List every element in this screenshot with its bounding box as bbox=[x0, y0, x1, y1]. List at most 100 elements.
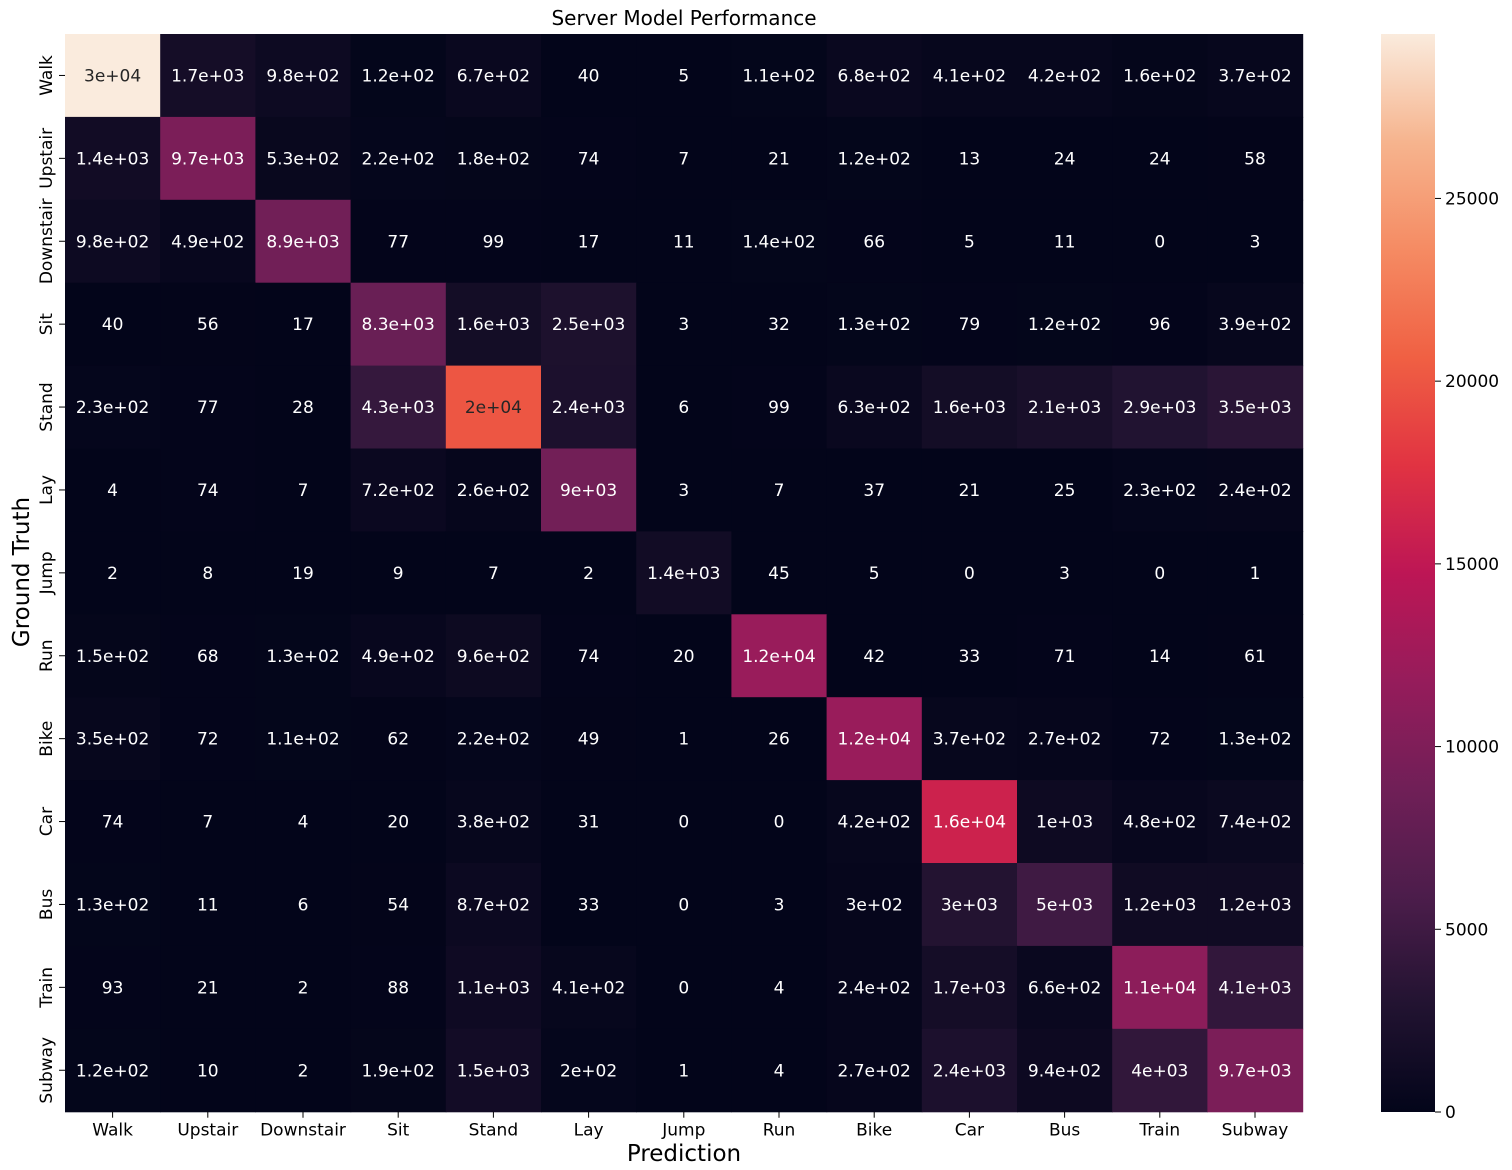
cell-value-label: 1.2e+04 bbox=[742, 647, 815, 667]
x-tick-label: Car bbox=[955, 1121, 984, 1141]
cell-value-label: 0 bbox=[964, 564, 975, 584]
heatmap-cell bbox=[1207, 531, 1304, 615]
heatmap-cell bbox=[541, 697, 637, 781]
heatmap-cell bbox=[1207, 945, 1304, 1030]
heatmap-cell bbox=[445, 697, 542, 781]
heatmap-cell bbox=[255, 116, 352, 201]
cell-value-label: 11 bbox=[673, 232, 695, 252]
cell-value-label: 2.4e+03 bbox=[933, 1061, 1006, 1081]
colorbar-tick-label: 25000 bbox=[1445, 189, 1499, 209]
heatmap-cell bbox=[731, 945, 828, 1030]
heatmap-cell bbox=[445, 116, 542, 201]
cell-value-label: 9 bbox=[393, 564, 404, 584]
cell-value-label: 2.7e+02 bbox=[1028, 730, 1101, 750]
heatmap-cell bbox=[65, 780, 161, 864]
heatmap-cell bbox=[65, 34, 161, 118]
heatmap-cell bbox=[731, 1028, 828, 1113]
heatmap-cell bbox=[636, 780, 732, 864]
cell-value-label: 1.6e+02 bbox=[1123, 66, 1196, 86]
cell-value-label: 1.2e+04 bbox=[838, 730, 911, 750]
heatmap-cell bbox=[65, 365, 161, 450]
x-tick-label: Run bbox=[763, 1121, 796, 1141]
cell-value-label: 7 bbox=[678, 149, 689, 169]
heatmap-cell bbox=[921, 365, 1018, 450]
heatmap-cell bbox=[160, 34, 256, 118]
heatmap-cell bbox=[1017, 614, 1113, 698]
heatmap-cell bbox=[1207, 614, 1304, 698]
cell-value-label: 56 bbox=[197, 315, 219, 335]
heatmap-cell bbox=[731, 365, 828, 450]
cell-value-label: 71 bbox=[1054, 647, 1076, 667]
cell-value-label: 19 bbox=[292, 564, 314, 584]
cell-value-label: 1.6e+04 bbox=[933, 813, 1006, 833]
cell-value-label: 0 bbox=[678, 813, 689, 833]
heatmap-cell-labels: 3e+04 1.7e+03 9.8e+02 1.2e+02 6.7e+02 40 5 1.1e… bbox=[76, 66, 1292, 1081]
cell-value-label: 24 bbox=[1149, 149, 1171, 169]
heatmap-cell bbox=[636, 34, 732, 118]
cell-value-label: 3.7e+02 bbox=[933, 730, 1006, 750]
cell-value-label: 2.4e+03 bbox=[552, 398, 625, 418]
heatmap-cell bbox=[826, 863, 923, 947]
heatmap-cell bbox=[826, 34, 923, 118]
cell-value-label: 1.3e+02 bbox=[1218, 730, 1291, 750]
cell-value-label: 4.2e+02 bbox=[838, 813, 911, 833]
cell-value-label: 40 bbox=[102, 315, 124, 335]
x-tick-label: Bike bbox=[856, 1121, 892, 1141]
cell-value-label: 3e+02 bbox=[846, 895, 903, 915]
heatmap-cell bbox=[541, 531, 637, 615]
cell-value-label: 8 bbox=[202, 564, 213, 584]
heatmap-cell bbox=[445, 365, 542, 450]
heatmap-cell bbox=[731, 697, 828, 781]
heatmap-cell bbox=[636, 365, 732, 450]
heatmap-cell bbox=[921, 614, 1018, 698]
heatmap-cell bbox=[921, 945, 1018, 1030]
cell-value-label: 25 bbox=[1054, 481, 1076, 501]
cell-value-label: 33 bbox=[959, 647, 981, 667]
heatmap-cell bbox=[921, 697, 1018, 781]
cell-value-label: 79 bbox=[959, 315, 981, 335]
heatmap-cell bbox=[1112, 448, 1208, 532]
cell-value-label: 6.3e+02 bbox=[838, 398, 911, 418]
cell-value-label: 9.8e+02 bbox=[76, 232, 149, 252]
heatmap-cell bbox=[65, 1028, 161, 1113]
x-tick-label: Lay bbox=[574, 1121, 604, 1141]
heatmap-cell bbox=[636, 945, 732, 1030]
cell-value-label: 37 bbox=[863, 481, 885, 501]
colorbar bbox=[1381, 34, 1435, 1112]
cell-value-label: 3 bbox=[774, 895, 785, 915]
cell-value-label: 99 bbox=[483, 232, 505, 252]
colorbar-tick-label: 10000 bbox=[1445, 738, 1499, 758]
cell-value-label: 1 bbox=[678, 1061, 689, 1081]
x-axis-ticks: Walk Upstair Downstair Sit Stand Lay Jump Run Bi… bbox=[92, 1111, 1288, 1141]
cell-value-label: 2.1e+03 bbox=[1028, 398, 1101, 418]
cell-value-label: 2e+04 bbox=[465, 398, 522, 418]
heatmap-cell bbox=[1017, 199, 1113, 284]
heatmap-cell bbox=[731, 780, 828, 864]
heatmap-cell bbox=[65, 199, 161, 284]
heatmap-cell bbox=[826, 531, 923, 615]
heatmap-cell bbox=[255, 780, 352, 864]
cell-value-label: 58 bbox=[1244, 149, 1266, 169]
heatmap-cell bbox=[921, 863, 1018, 947]
heatmap-cell bbox=[255, 697, 352, 781]
cell-value-label: 4.1e+03 bbox=[1218, 978, 1291, 998]
cell-value-label: 1.7e+03 bbox=[171, 66, 244, 86]
heatmap-cell bbox=[160, 863, 256, 947]
heatmap-cell bbox=[160, 945, 256, 1030]
heatmap-cell bbox=[350, 116, 447, 201]
cell-value-label: 74 bbox=[197, 481, 219, 501]
heatmap-cell bbox=[255, 614, 352, 698]
cell-value-label: 28 bbox=[292, 398, 314, 418]
heatmap-cell bbox=[636, 282, 732, 367]
heatmap-cell bbox=[445, 199, 542, 284]
heatmap-cell bbox=[350, 282, 447, 367]
heatmap-cell bbox=[1207, 199, 1304, 284]
heatmap-cell bbox=[160, 365, 256, 450]
heatmap-cell bbox=[65, 448, 161, 532]
heatmap-cell bbox=[541, 365, 637, 450]
heatmap-cell bbox=[160, 780, 256, 864]
cell-value-label: 2.4e+02 bbox=[838, 978, 911, 998]
heatmap-cell bbox=[541, 945, 637, 1030]
cell-value-label: 0 bbox=[774, 813, 785, 833]
heatmap-cell bbox=[1207, 34, 1304, 118]
